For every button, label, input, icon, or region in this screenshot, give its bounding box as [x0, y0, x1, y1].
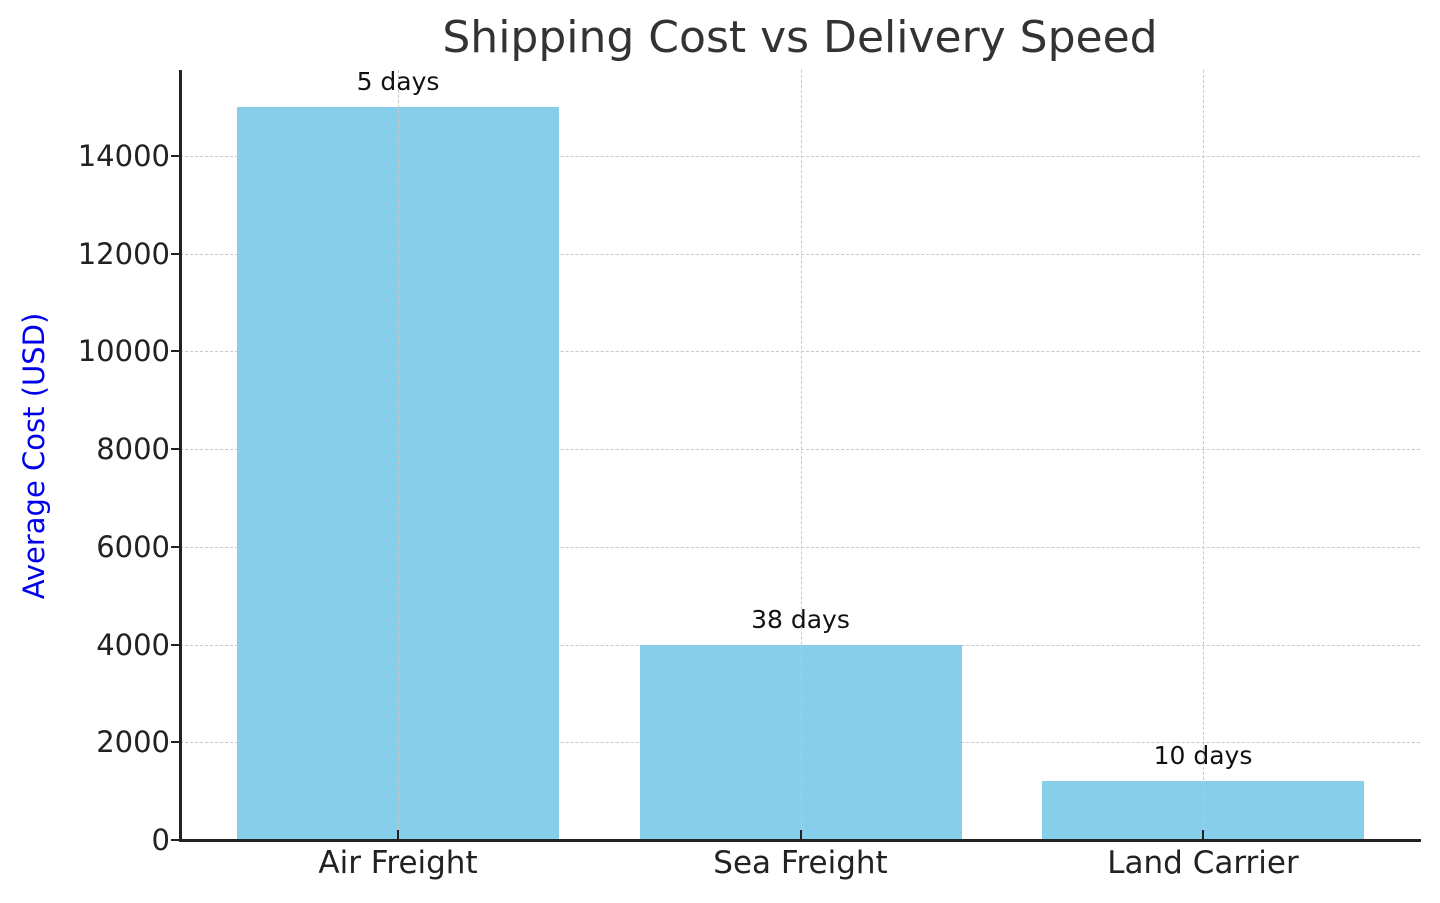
- grid-line-horizontal: [180, 351, 1420, 353]
- grid-line-horizontal: [180, 253, 1420, 255]
- y-tick-label: 10000: [77, 334, 170, 369]
- y-tick-mark: [171, 448, 180, 451]
- bar-annotation: 10 days: [1153, 741, 1253, 771]
- grid-line-horizontal: [180, 449, 1420, 451]
- y-axis-line: [179, 70, 182, 842]
- x-tick-label: Air Freight: [318, 845, 478, 881]
- bar-annotation: 5 days: [356, 67, 440, 97]
- x-tick-mark: [1202, 830, 1204, 840]
- y-tick-mark: [171, 741, 180, 744]
- x-axis-line: [179, 839, 1421, 842]
- y-tick-mark: [171, 155, 180, 157]
- y-tick-mark: [171, 350, 180, 353]
- y-tick-label: 12000: [77, 236, 170, 271]
- x-tick-mark: [799, 830, 802, 840]
- x-tick-label: Sea Freight: [713, 845, 888, 881]
- y-tick-label: 4000: [96, 627, 170, 662]
- y-tick-mark: [171, 252, 180, 255]
- grid-line-vertical: [398, 70, 399, 840]
- y-tick-label: 0: [151, 823, 170, 857]
- y-tick-label: 6000: [96, 529, 170, 564]
- y-tick-mark: [171, 545, 180, 548]
- bar-annotation: 38 days: [751, 604, 850, 634]
- y-axis-label: Average Cost (USD): [17, 312, 51, 600]
- y-tick-mark: [171, 643, 180, 646]
- grid-line-horizontal: [180, 546, 1420, 548]
- y-tick-mark: [171, 839, 180, 841]
- x-tick-mark: [397, 830, 399, 840]
- y-tick-label: 2000: [96, 725, 170, 760]
- chart-title: Shipping Cost vs Delivery Speed: [442, 12, 1158, 63]
- grid-line-vertical: [1203, 70, 1204, 840]
- x-tick-label: Land Carrier: [1107, 845, 1299, 881]
- y-tick-label: 8000: [96, 432, 170, 467]
- grid-line-horizontal: [180, 156, 1420, 157]
- grid-line-vertical: [800, 70, 802, 840]
- plot-area: 5 days 38 days 10 days: [180, 67, 1420, 840]
- y-tick-label: 14000: [77, 139, 170, 173]
